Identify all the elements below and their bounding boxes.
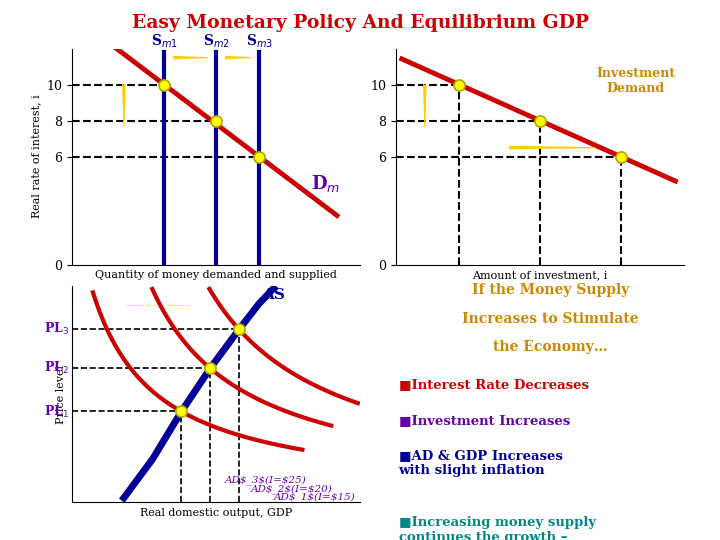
- Text: ■Increasing money supply
continues the growth –
but, watch Price Level.: ■Increasing money supply continues the g…: [399, 516, 595, 540]
- Text: S$_{m2}$: S$_{m2}$: [202, 33, 230, 50]
- Text: S$_{m1}$: S$_{m1}$: [150, 33, 178, 50]
- Text: PL$_2$: PL$_2$: [44, 360, 69, 376]
- Text: ■Interest Rate Decreases: ■Interest Rate Decreases: [399, 378, 588, 391]
- Text: If the Money Supply: If the Money Supply: [472, 283, 629, 297]
- Text: ■AD & GDP Increases
with slight inflation: ■AD & GDP Increases with slight inflatio…: [399, 449, 562, 477]
- Text: AD$_1$(I=$15): AD$_1$(I=$15): [274, 492, 356, 502]
- Text: D$_m$: D$_m$: [311, 173, 341, 194]
- X-axis label: Amount of investment, i: Amount of investment, i: [472, 270, 608, 280]
- Text: PL$_3$: PL$_3$: [44, 321, 69, 338]
- Y-axis label: Price level: Price level: [56, 364, 66, 424]
- X-axis label: Quantity of money demanded and supplied: Quantity of money demanded and supplied: [95, 270, 337, 280]
- Y-axis label: Real rate of interest, i: Real rate of interest, i: [31, 94, 41, 219]
- Text: PL$_1$: PL$_1$: [44, 403, 69, 420]
- Text: Easy Monetary Policy And Equilibrium GDP: Easy Monetary Policy And Equilibrium GDP: [132, 14, 588, 31]
- Text: the Economy…: the Economy…: [493, 340, 608, 354]
- Text: Increases to Stimulate: Increases to Stimulate: [462, 312, 639, 326]
- Text: S$_{m3}$: S$_{m3}$: [246, 33, 273, 50]
- Text: Investment
Demand: Investment Demand: [596, 66, 675, 94]
- X-axis label: Real domestic output, GDP: Real domestic output, GDP: [140, 508, 292, 518]
- Text: AS: AS: [262, 288, 285, 302]
- Text: AD$_3$(I=$25): AD$_3$(I=$25): [225, 475, 307, 485]
- Text: AD$_2$(I=$20): AD$_2$(I=$20): [251, 484, 333, 494]
- Text: ■Investment Increases: ■Investment Increases: [399, 414, 570, 427]
